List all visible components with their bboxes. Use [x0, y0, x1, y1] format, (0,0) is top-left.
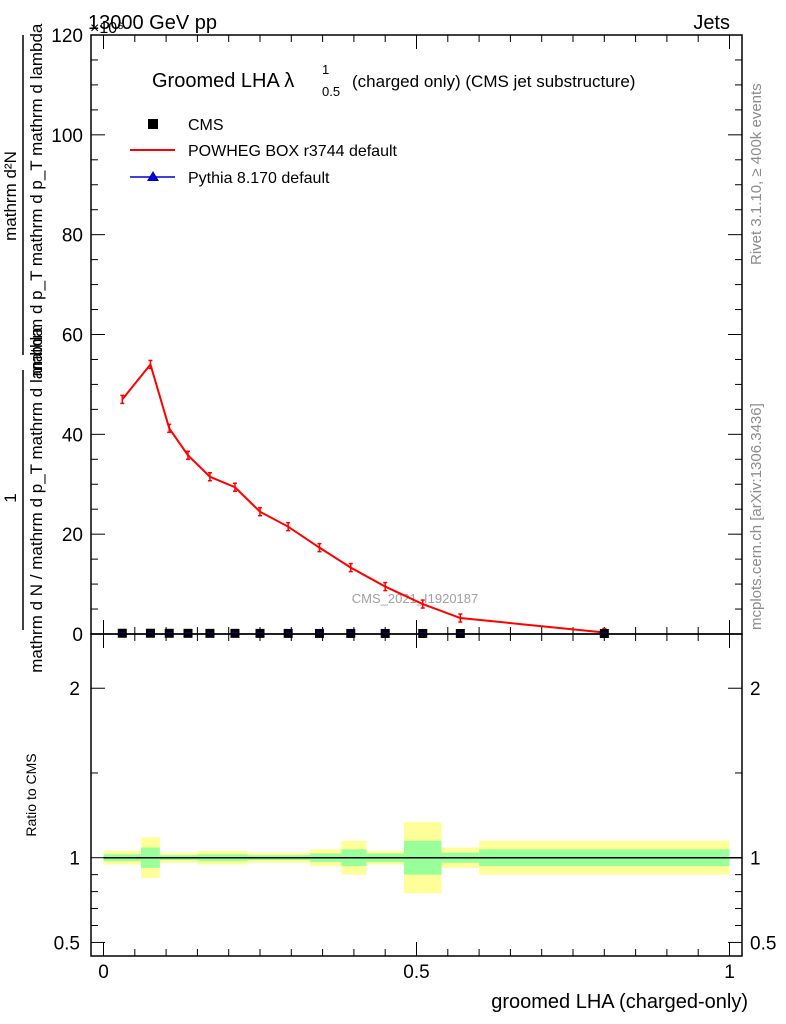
title-main: Groomed LHA λ [152, 70, 294, 92]
ratio-y-tick-label-right: 2 [750, 679, 761, 700]
main-y-label: 1 mathrm d N / mathrm d p_T mathrm d lam… [1, 23, 46, 673]
main-y-tick-label: 20 [62, 525, 83, 546]
legend-powheg-label: POWHEG BOX r3744 default [188, 143, 398, 160]
axis-exponent: ×10⁶ [90, 20, 124, 37]
x-tick-label: 1 [724, 962, 735, 983]
main-y-tick-label: 40 [62, 425, 83, 446]
title-superscript: 1 [322, 62, 329, 77]
main-y-tick-label: 0 [72, 625, 83, 646]
legend-cms-label: CMS [188, 117, 224, 134]
ratio-y-tick-label: 1 [69, 849, 80, 870]
y-label-numerator-1: 1 [1, 493, 20, 502]
title-rest: (charged only) (CMS jet substructure) [352, 72, 635, 91]
ratio-ticks: 0.5 0.5 1 1 2 2 0 0.5 1 [54, 634, 776, 983]
x-axis-label: groomed LHA (charged-only) [491, 991, 748, 1013]
ratio-y-label: Ratio to CMS [23, 753, 39, 836]
legend-pythia-marker [147, 171, 159, 181]
legend-pythia-label: Pythia 8.170 default [188, 170, 330, 187]
header-process: Jets [693, 12, 730, 34]
main-y-tick-label: 60 [62, 326, 83, 347]
ratio-y-tick-label-right: 0.5 [750, 933, 776, 954]
main-y-ticks: 0 20 40 60 80 100 120 [51, 26, 742, 646]
ratio-y-tick-label: 2 [69, 679, 80, 700]
title-subscript: 0.5 [322, 84, 340, 99]
ratio-y-tick-label-right: 1 [750, 849, 761, 870]
y-label-denominator-1: mathrm d N / mathrm d p_T mathrm d lambd… [27, 327, 46, 673]
chart-title: Groomed LHA λ 1 0.5 (charged only) (CMS … [152, 62, 635, 99]
legend-cms-marker [148, 119, 158, 129]
rivet-info: Rivet 3.1.10, ≥ 400k events [748, 83, 765, 265]
x-tick-label: 0.5 [403, 962, 429, 983]
y-label-denominator-2: mathrm d p_T mathrm d p_T mathrm d lambd… [27, 23, 46, 376]
legend: CMS POWHEG BOX r3744 default Pythia 8.17… [130, 117, 398, 187]
ratio-y-tick-label: 0.5 [54, 933, 80, 954]
x-tick-label: 0 [98, 962, 109, 983]
ratio-frame [90, 633, 743, 957]
main-y-tick-label: 120 [51, 26, 83, 47]
ratio-panel: 0.5 0.5 1 1 2 2 0 0.5 1 Ratio to CMS groomed LHA… [23, 633, 776, 1013]
mcplots-info: mcplots.cern.ch [arXiv:1306.3436] [748, 403, 765, 630]
ratio-bands [103, 822, 742, 894]
main-y-tick-label: 80 [62, 226, 83, 247]
y-label-numerator-2: mathrm d²N [1, 151, 20, 241]
header-energy: 13000 GeV pp [88, 12, 217, 34]
powheg-series-line [121, 362, 605, 634]
main-y-tick-label: 100 [51, 126, 83, 147]
analysis-watermark: CMS_2021_I1920187 [352, 591, 479, 606]
